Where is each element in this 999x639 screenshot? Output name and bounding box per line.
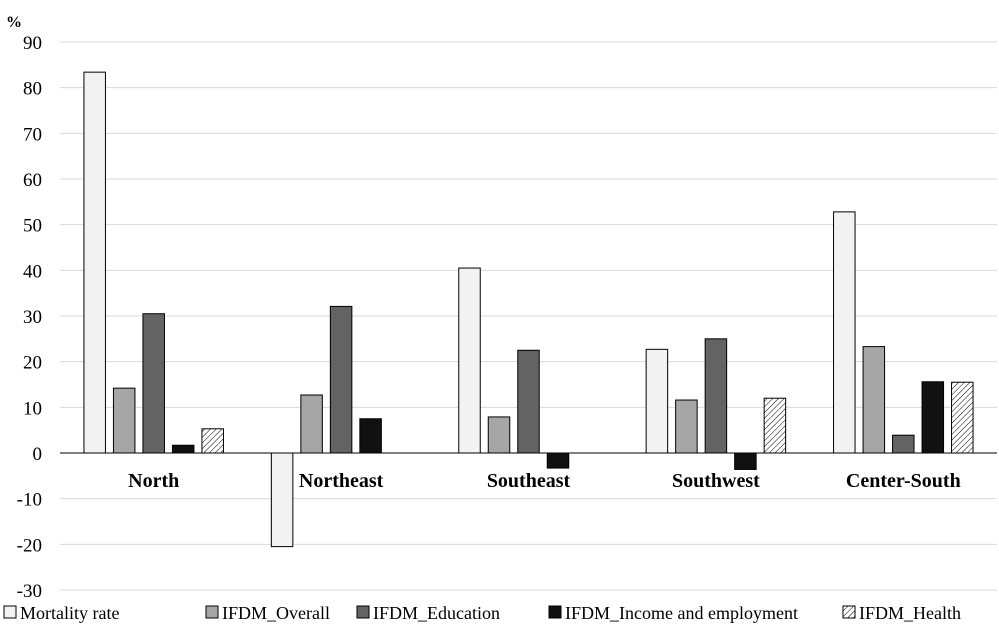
legend-swatch (548, 605, 562, 619)
category-label: Center-South (846, 470, 961, 492)
bar (675, 399, 698, 454)
y-tick-label: 50 (23, 216, 42, 237)
legend-label: IFDM_Income and employment (565, 603, 798, 623)
bar (951, 381, 974, 454)
bar (142, 313, 165, 454)
bars (83, 71, 974, 548)
category-label: Southwest (672, 470, 760, 492)
category-label: Northeast (299, 470, 384, 492)
bar (645, 348, 669, 454)
legend-swatch (356, 605, 370, 619)
bar (329, 305, 353, 454)
bar (171, 444, 195, 454)
gridlines (60, 41, 997, 591)
y-tick-labels: 90 80 70 60 50 40 30 20 10 0 -10 -20 -30 (17, 33, 42, 602)
bar (862, 346, 886, 454)
legend-swatch (842, 605, 856, 619)
legend-label: IFDM_Overall (222, 603, 330, 623)
y-tick-label: 40 (23, 261, 42, 282)
y-unit-label: % (6, 14, 22, 31)
bar (112, 387, 136, 454)
legend: Mortality rate IFDM_Overall IFDM_Education… (3, 603, 961, 623)
y-tick-label: 0 (33, 444, 43, 465)
bar (517, 349, 540, 454)
category-label: North (128, 470, 179, 492)
legend-swatch (3, 605, 17, 619)
bar (359, 418, 382, 454)
legend-label: IFDM_Health (859, 603, 961, 623)
y-tick-label: -30 (17, 581, 42, 602)
bar (546, 452, 570, 469)
bar (487, 416, 511, 454)
y-tick-label: 70 (23, 124, 42, 145)
bar (892, 434, 915, 454)
legend-label: IFDM_Education (373, 603, 500, 623)
bar (833, 211, 856, 454)
bar (763, 397, 787, 454)
bar (921, 381, 945, 454)
y-tick-label: 30 (23, 307, 42, 328)
y-tick-label: 10 (23, 398, 42, 419)
bar (300, 394, 323, 454)
bar (201, 428, 224, 454)
bar (83, 71, 106, 454)
bar (270, 452, 294, 548)
category-label: Southeast (487, 470, 571, 492)
y-tick-label: 60 (23, 170, 42, 191)
y-tick-label: -20 (17, 535, 42, 556)
category-labels: North Northeast Southeast Southwest Center-S… (128, 470, 961, 492)
y-tick-label: 20 (23, 353, 42, 374)
legend-swatch (205, 605, 219, 619)
y-tick-label: 90 (23, 33, 42, 54)
bar (734, 452, 757, 470)
y-tick-label: 80 (23, 79, 42, 100)
legend-label: Mortality rate (20, 603, 119, 623)
bar (704, 338, 728, 454)
bar (458, 267, 481, 454)
y-tick-label: -10 (17, 490, 42, 511)
